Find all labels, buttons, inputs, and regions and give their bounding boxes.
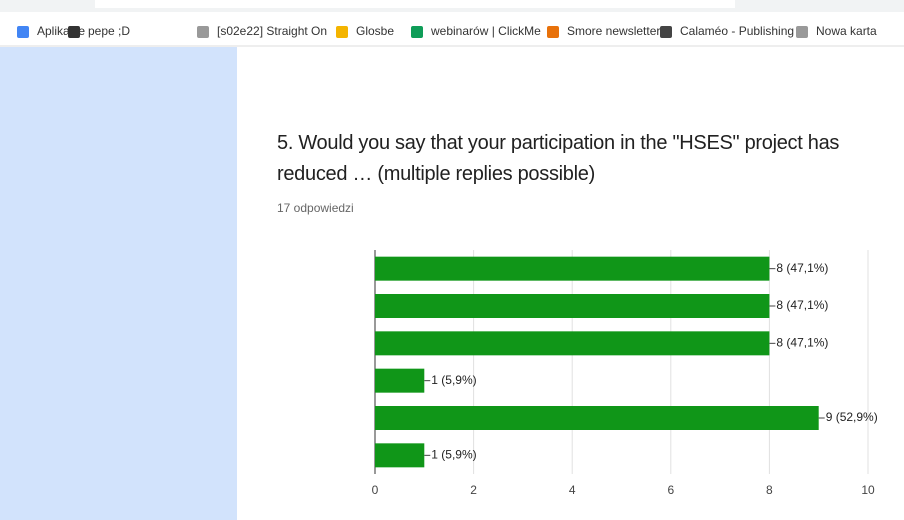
bookmark[interactable]: webinarów | ClickMe: [430, 24, 541, 38]
bookmarks-bar: [0, 12, 904, 46]
bookmark-icon[interactable]: [68, 26, 80, 38]
bookmark[interactable]: pepe ;D: [88, 24, 130, 38]
bookmark[interactable]: Glosbe: [356, 24, 394, 38]
bookmarks: Aplikacje pepe ;D [s02e22] Straight On Glos…: [17, 24, 877, 38]
bookmark[interactable]: Nowa karta: [816, 24, 877, 38]
bookmark[interactable]: [s02e22] Straight On: [217, 24, 327, 38]
question-title: 5. Would you say that your participation…: [277, 132, 840, 185]
bookmark[interactable]: Smore newsletter: [567, 24, 660, 38]
side-panel: [0, 47, 237, 520]
bookmark-icon[interactable]: [411, 26, 423, 38]
response-count: 17 odpowiedzi: [277, 201, 354, 215]
bookmark-icon[interactable]: [17, 26, 29, 38]
address-bar: [95, 0, 735, 8]
bookmark-icon[interactable]: [660, 26, 672, 38]
bookmark-icon[interactable]: [336, 26, 348, 38]
bookmark-icon[interactable]: [197, 26, 209, 38]
bookmark-icon[interactable]: [796, 26, 808, 38]
bookmark-icon[interactable]: [547, 26, 559, 38]
bookmark[interactable]: Calaméo - Publishing: [680, 24, 794, 38]
